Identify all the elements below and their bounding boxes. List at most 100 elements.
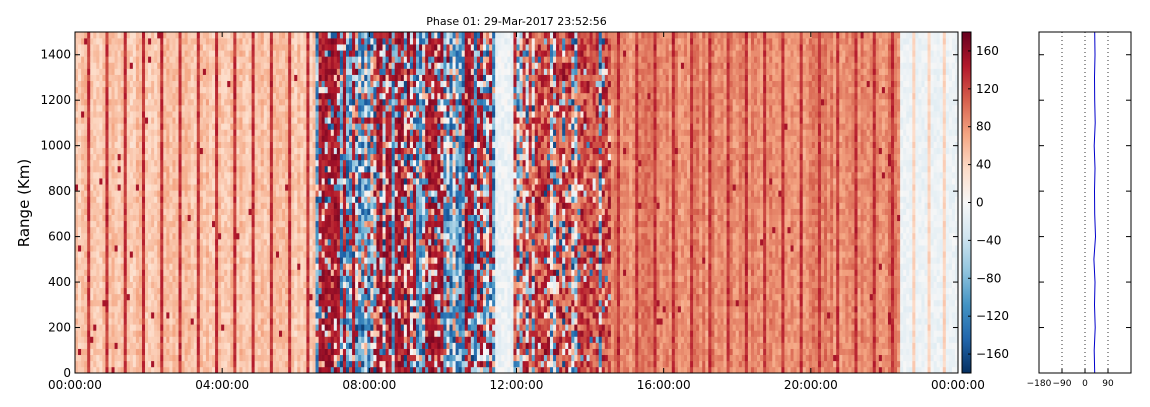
- heatmap-cell: [163, 269, 167, 276]
- heatmap-cell: [285, 232, 289, 240]
- heatmap-cell: [327, 80, 332, 88]
- heatmap-cell: [157, 275, 161, 282]
- heatmap-cell: [87, 153, 91, 161]
- heatmap-cell: [279, 135, 283, 142]
- heatmap-cell: [81, 269, 85, 276]
- heatmap-cell: [184, 44, 188, 51]
- heatmap-cell: [263, 330, 268, 337]
- heatmap-cell: [236, 312, 240, 319]
- heatmap-cell: [208, 342, 213, 349]
- heatmap-cell: [312, 318, 316, 325]
- heatmap-cell: [93, 226, 97, 234]
- heatmap-cell: [196, 263, 201, 270]
- heatmap-cell: [138, 32, 143, 39]
- heatmap-cell: [285, 251, 289, 258]
- heatmap-cell: [221, 32, 225, 39]
- heatmap-cell: [114, 165, 118, 173]
- heatmap-cell: [282, 336, 286, 343]
- heatmap-cell: [291, 135, 295, 142]
- heatmap-cell: [239, 293, 243, 301]
- heatmap-cell: [175, 214, 179, 222]
- heatmap-cell: [141, 281, 146, 289]
- heatmap-cell: [208, 318, 213, 325]
- heatmap-cell: [205, 86, 210, 94]
- heatmap-cell: [154, 299, 158, 307]
- heatmap-cell: [269, 245, 274, 252]
- heatmap-cell: [272, 269, 277, 276]
- heatmap-cell: [108, 92, 112, 100]
- heatmap-cell: [202, 226, 207, 234]
- heatmap-cell: [96, 123, 100, 130]
- heatmap-cell: [108, 214, 112, 222]
- heatmap-cell: [260, 105, 265, 112]
- heatmap-cell: [172, 172, 176, 179]
- heatmap-cell: [300, 318, 304, 325]
- heatmap-cell: [105, 275, 109, 282]
- heatmap-cell: [324, 220, 329, 228]
- heatmap-cell: [160, 336, 164, 343]
- heatmap-cell: [96, 38, 100, 45]
- heatmap-cell: [114, 312, 118, 319]
- heatmap-cell: [239, 366, 243, 374]
- heatmap-cell: [123, 214, 128, 222]
- heatmap-cell: [181, 80, 185, 88]
- heatmap-cell: [163, 226, 167, 234]
- heatmap-cell: [190, 165, 195, 173]
- heatmap-cell: [254, 269, 258, 276]
- heatmap-cell: [190, 263, 195, 270]
- heatmap-cell: [327, 159, 332, 167]
- heatmap-cell: [145, 172, 149, 179]
- heatmap-cell: [160, 220, 164, 228]
- heatmap-cell: [102, 92, 106, 100]
- heatmap-cell: [339, 62, 344, 69]
- heatmap-cell: [291, 232, 295, 240]
- heatmap-cell: [233, 245, 237, 252]
- heatmap-cell: [318, 105, 322, 112]
- heatmap-cell: [266, 306, 271, 313]
- heatmap-cell: [117, 220, 121, 228]
- heatmap-cell: [184, 159, 188, 167]
- heatmap-cell: [148, 348, 152, 356]
- heatmap-cell: [288, 117, 292, 124]
- heatmap-cell: [141, 141, 146, 148]
- heatmap-cell: [151, 299, 155, 307]
- heatmap-cell: [342, 348, 347, 356]
- heatmap-cell: [333, 159, 338, 167]
- heatmap-cell: [254, 226, 258, 234]
- heatmap-cell: [321, 263, 325, 270]
- heatmap-cell: [239, 32, 243, 39]
- heatmap-cell: [123, 366, 128, 374]
- heatmap-cell: [251, 44, 255, 51]
- heatmap-cell: [275, 360, 280, 368]
- heatmap-cell: [151, 287, 155, 295]
- heatmap-cell: [151, 214, 155, 222]
- heatmap-cell: [135, 190, 140, 197]
- heatmap-cell: [117, 123, 121, 130]
- heatmap-cell: [99, 214, 103, 222]
- heatmap-cell: [87, 129, 91, 136]
- heatmap-cell: [102, 336, 106, 343]
- heatmap-cell: [239, 275, 243, 282]
- heatmap-cell: [300, 74, 304, 82]
- heatmap-cell: [336, 214, 341, 222]
- heatmap-cell: [251, 123, 255, 130]
- heatmap-cell: [291, 275, 295, 282]
- heatmap-cell: [254, 257, 258, 264]
- heatmap-cell: [324, 239, 329, 246]
- heatmap-cell: [99, 123, 103, 130]
- heatmap-cell: [291, 263, 295, 270]
- heatmap-cell: [288, 312, 292, 319]
- heatmap-cell: [181, 220, 185, 228]
- heatmap-cell: [99, 269, 103, 276]
- heatmap-cell: [172, 129, 176, 136]
- heatmap-cell: [154, 312, 158, 319]
- heatmap-cell: [282, 232, 286, 240]
- heatmap-cell: [330, 135, 335, 142]
- heatmap-cell: [315, 62, 319, 69]
- heatmap-cell: [291, 56, 295, 63]
- heatmap-cell: [312, 141, 316, 148]
- heatmap-cell: [105, 117, 109, 124]
- heatmap-cell: [339, 354, 344, 362]
- heatmap-cell: [282, 141, 286, 148]
- heatmap-cell: [291, 86, 295, 94]
